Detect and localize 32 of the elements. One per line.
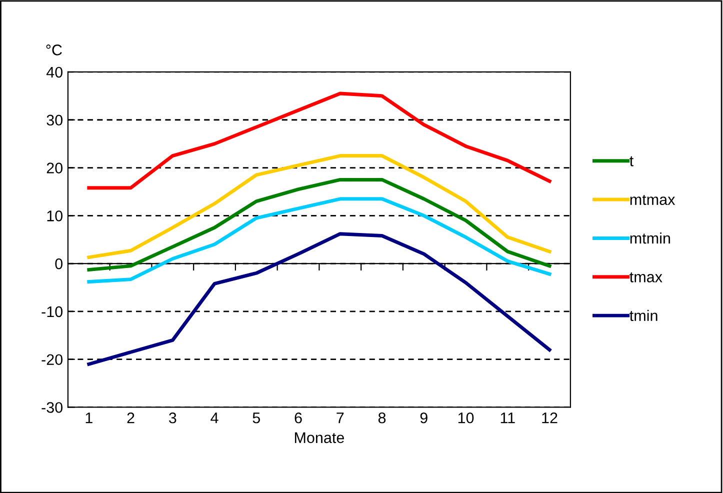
- y-tick-label: -30: [42, 402, 63, 413]
- legend-label: tmin: [630, 310, 658, 322]
- x-tick-label: 6: [294, 412, 302, 424]
- line-series: [87, 232, 552, 366]
- x-tick-label: 9: [420, 412, 428, 424]
- x-tick-label: 3: [168, 412, 176, 424]
- y-axis-title: °C: [46, 44, 62, 56]
- y-tick-label: 0: [55, 258, 63, 270]
- y-tick-label: -10: [42, 306, 63, 318]
- legend-label: mtmin: [630, 232, 670, 244]
- y-tick-label: -20: [42, 354, 63, 366]
- legend-label: t: [630, 156, 634, 166]
- x-tick-label: 12: [542, 412, 558, 424]
- x-tick-label: 5: [252, 412, 260, 424]
- line-series: [87, 197, 552, 284]
- y-tick-label: 10: [47, 210, 63, 222]
- legend-label: mtmax: [630, 194, 676, 206]
- legend-label: tmax: [630, 272, 662, 282]
- y-tick-label: 20: [46, 162, 63, 174]
- line-series: [87, 92, 552, 190]
- line-series: [87, 178, 552, 272]
- x-tick-label: 1: [86, 412, 92, 424]
- x-tick-label: 2: [127, 412, 134, 424]
- x-tick-label: 10: [458, 412, 474, 424]
- x-tick-label: 4: [210, 412, 218, 424]
- x-tick-label: 7: [336, 412, 344, 424]
- x-tick-label: 8: [378, 412, 386, 424]
- x-tick-label: 11: [500, 412, 515, 424]
- x-axis-title: Monate: [294, 432, 344, 444]
- line-series: [87, 154, 552, 260]
- y-tick-label: 30: [46, 114, 63, 126]
- y-tick-label: 40: [46, 66, 63, 78]
